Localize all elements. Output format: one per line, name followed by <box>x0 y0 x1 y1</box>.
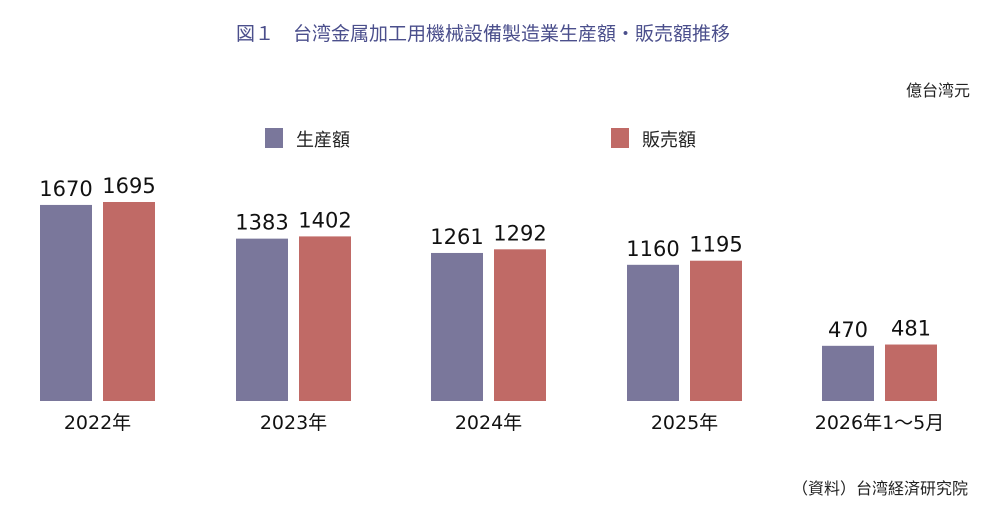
bar-production-0 <box>40 204 92 401</box>
legend-label-production: 生産額 <box>296 130 350 151</box>
value-label-sales-3: 1195 <box>689 233 742 257</box>
bar-sales-0 <box>103 202 155 401</box>
legend-swatch-sales <box>611 128 629 148</box>
value-labels-group: 1670 1695 1383 1402 1261 1292 1160 1195 470 481 <box>39 174 931 342</box>
bar-sales-2 <box>494 249 546 401</box>
value-label-production-1: 1383 <box>235 211 288 235</box>
value-label-production-0: 1670 <box>39 177 92 201</box>
value-label-sales-0: 1695 <box>102 174 155 198</box>
bar-sales-1 <box>299 236 351 401</box>
category-label-0: 2022年 <box>64 412 131 434</box>
bar-production-2 <box>431 252 483 401</box>
bar-production-4 <box>822 345 874 401</box>
legend: 生産額 販売額 <box>265 128 696 151</box>
value-label-production-3: 1160 <box>626 237 679 261</box>
value-label-sales-4: 481 <box>891 317 931 341</box>
category-label-2: 2024年 <box>455 412 522 434</box>
legend-swatch-production <box>265 128 283 148</box>
bar-sales-4 <box>885 344 937 401</box>
value-label-sales-2: 1292 <box>493 221 546 245</box>
value-label-production-4: 470 <box>828 318 868 342</box>
chart-title: 図１ 台湾金属加工用機械設備製造業生産額・販売額推移 <box>236 23 730 45</box>
legend-label-sales: 販売額 <box>642 130 696 151</box>
bar-sales-3 <box>690 260 742 401</box>
value-label-production-2: 1261 <box>430 225 483 249</box>
source-note: （資料）台湾経済研究院 <box>792 479 968 498</box>
bar-production-3 <box>627 264 679 401</box>
bar-production-1 <box>236 238 288 401</box>
bars-group <box>40 202 937 401</box>
unit-label: 億台湾元 <box>906 81 970 100</box>
value-label-sales-1: 1402 <box>298 208 351 232</box>
category-labels-group: 2022年 2023年 2024年 2025年 2026年1～5月 <box>64 412 944 434</box>
category-label-4: 2026年1～5月 <box>815 412 945 434</box>
category-label-3: 2025年 <box>651 412 718 434</box>
category-label-1: 2023年 <box>260 412 327 434</box>
